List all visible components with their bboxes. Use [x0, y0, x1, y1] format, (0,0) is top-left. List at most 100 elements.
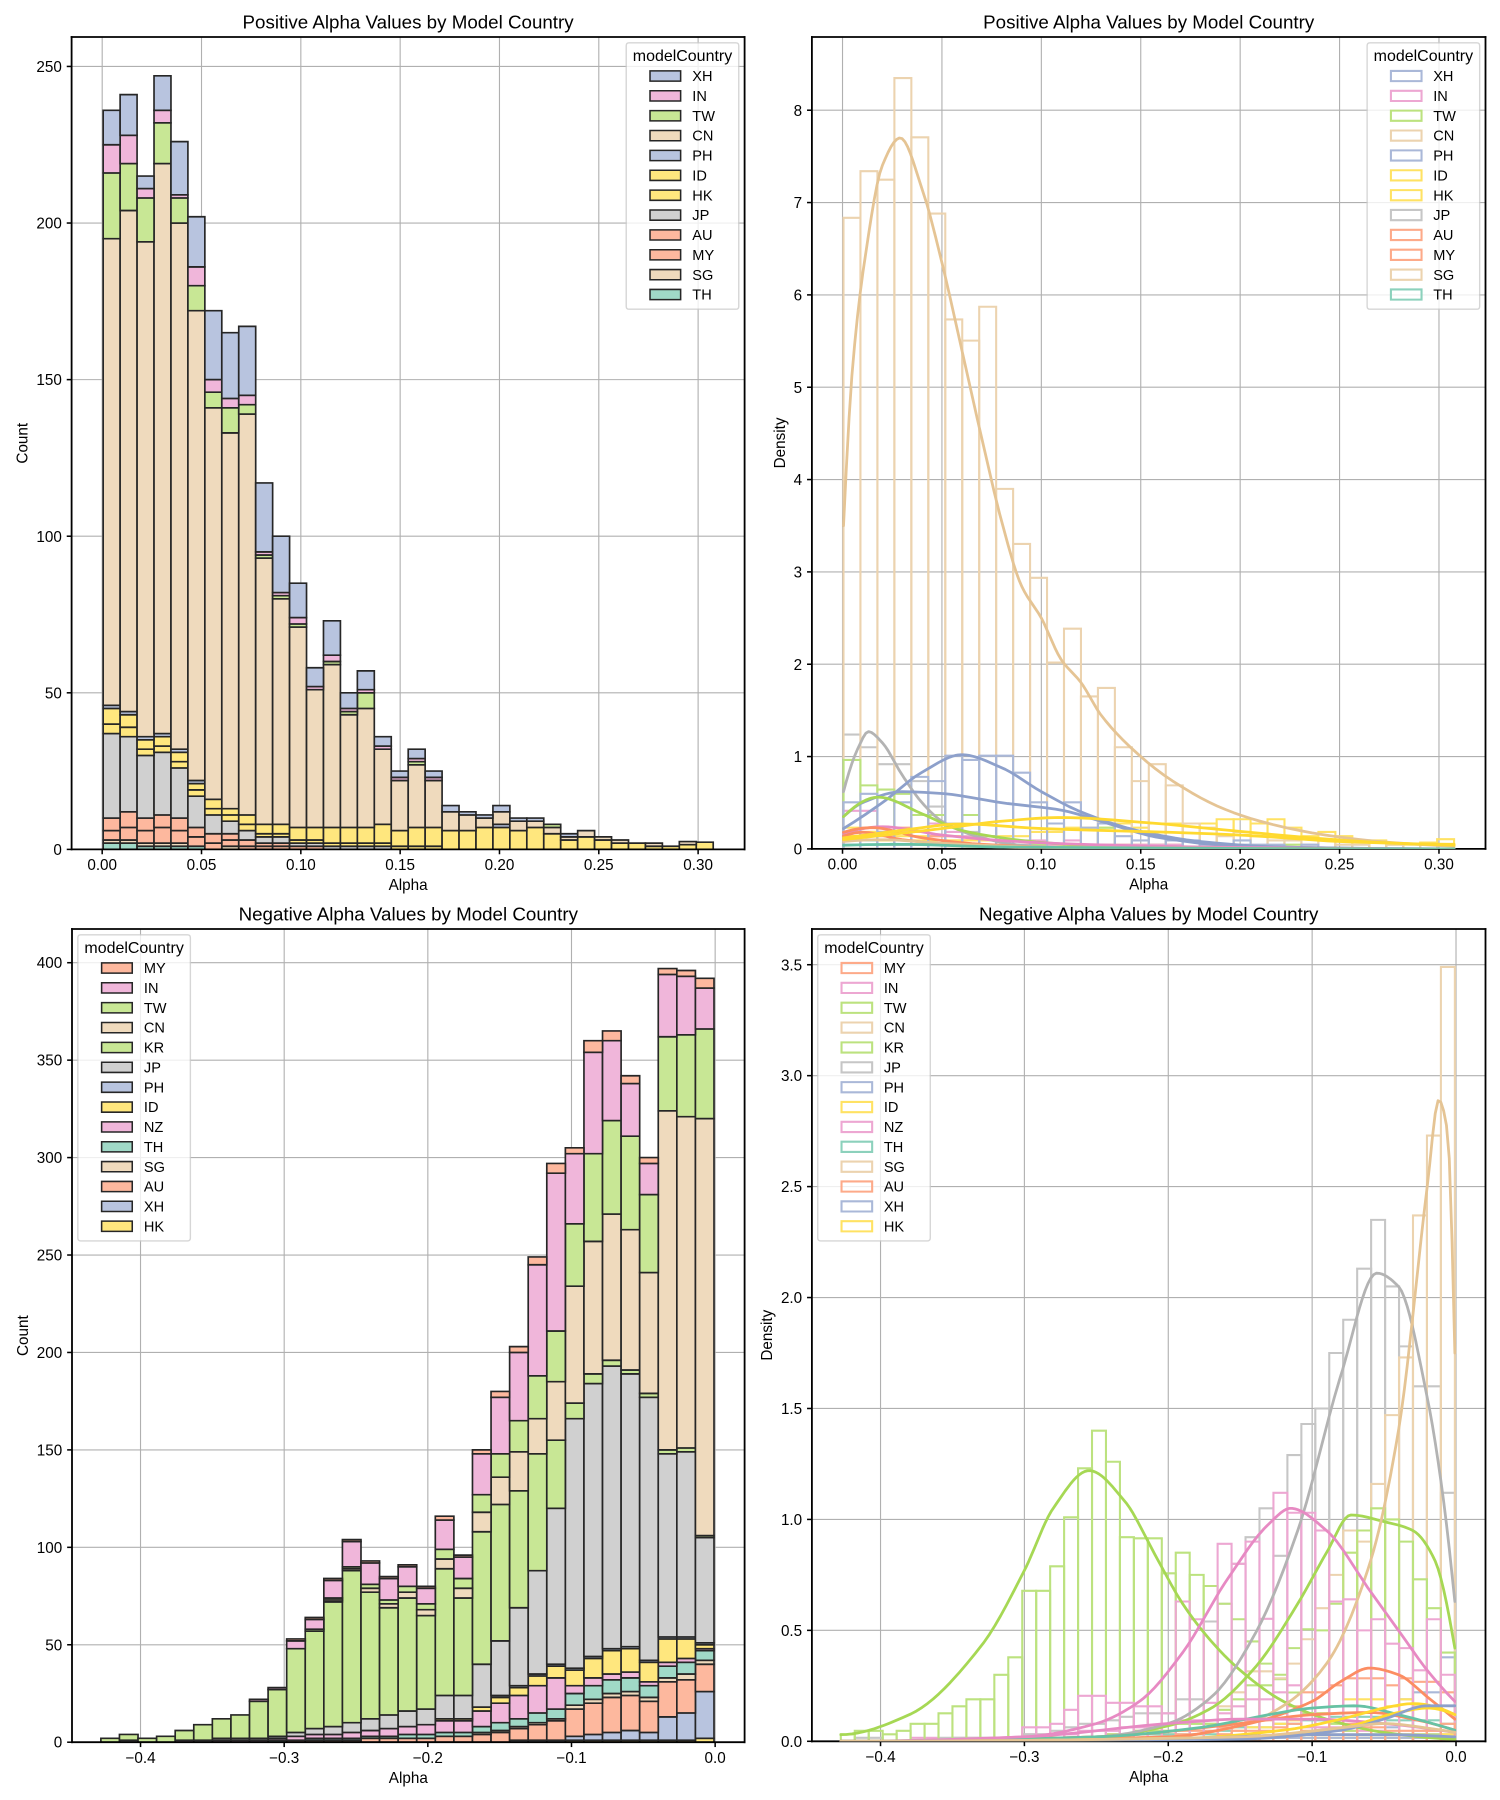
svg-text:TW: TW: [692, 109, 715, 125]
svg-text:−0.2: −0.2: [413, 1750, 443, 1767]
svg-text:modelCountry: modelCountry: [633, 48, 732, 65]
svg-text:1.5: 1.5: [781, 1401, 802, 1418]
svg-text:Density: Density: [759, 1309, 776, 1360]
svg-text:7: 7: [794, 195, 803, 212]
svg-text:modelCountry: modelCountry: [824, 940, 923, 957]
svg-text:0.00: 0.00: [828, 857, 858, 874]
svg-text:150: 150: [37, 1442, 62, 1459]
svg-text:50: 50: [45, 685, 62, 702]
svg-text:AU: AU: [884, 1180, 904, 1196]
svg-text:100: 100: [37, 1540, 62, 1557]
svg-text:MY: MY: [144, 961, 166, 977]
svg-text:ID: ID: [884, 1100, 899, 1116]
svg-text:50: 50: [45, 1637, 62, 1654]
svg-text:0.0: 0.0: [781, 1734, 802, 1751]
svg-text:Positive Alpha Values by Model: Positive Alpha Values by Model Country: [243, 12, 575, 33]
svg-text:0.5: 0.5: [781, 1623, 802, 1640]
svg-text:IN: IN: [1433, 89, 1448, 105]
svg-text:HK: HK: [1433, 188, 1454, 204]
svg-text:modelCountry: modelCountry: [84, 940, 183, 957]
svg-text:HK: HK: [884, 1219, 905, 1235]
svg-text:IN: IN: [884, 981, 899, 997]
svg-text:4: 4: [794, 472, 803, 489]
svg-text:150: 150: [36, 372, 61, 389]
svg-text:SG: SG: [884, 1160, 905, 1176]
svg-text:300: 300: [37, 1150, 62, 1167]
svg-text:0.05: 0.05: [187, 857, 217, 874]
svg-text:0.15: 0.15: [1126, 857, 1156, 874]
svg-text:350: 350: [37, 1053, 62, 1070]
svg-text:250: 250: [37, 1248, 62, 1265]
svg-text:−0.3: −0.3: [269, 1750, 299, 1767]
svg-text:0.25: 0.25: [584, 857, 614, 874]
svg-text:TW: TW: [884, 1001, 907, 1017]
svg-text:3.0: 3.0: [781, 1068, 802, 1085]
svg-text:0.10: 0.10: [1026, 857, 1056, 874]
svg-text:SG: SG: [144, 1160, 165, 1176]
svg-text:2.5: 2.5: [781, 1179, 802, 1196]
svg-text:1: 1: [794, 749, 803, 766]
svg-text:PH: PH: [144, 1080, 164, 1096]
svg-text:PH: PH: [692, 149, 712, 165]
svg-text:ID: ID: [1433, 168, 1448, 184]
svg-text:PH: PH: [1433, 149, 1453, 165]
svg-text:HK: HK: [144, 1219, 165, 1235]
svg-text:Alpha: Alpha: [1129, 876, 1169, 893]
svg-text:KR: KR: [884, 1041, 904, 1057]
svg-text:−0.3: −0.3: [1009, 1749, 1039, 1766]
svg-text:JP: JP: [1433, 208, 1450, 224]
svg-text:Negative Alpha Values by Model: Negative Alpha Values by Model Country: [239, 904, 579, 925]
svg-text:0.30: 0.30: [683, 857, 713, 874]
svg-text:−0.1: −0.1: [556, 1750, 586, 1767]
svg-text:NZ: NZ: [144, 1120, 164, 1136]
svg-text:MY: MY: [1433, 248, 1455, 264]
svg-text:0.25: 0.25: [1325, 857, 1355, 874]
svg-text:XH: XH: [1433, 69, 1453, 85]
svg-text:TH: TH: [692, 288, 711, 304]
svg-text:400: 400: [37, 955, 62, 972]
svg-text:0.05: 0.05: [927, 857, 957, 874]
svg-text:0.20: 0.20: [1225, 857, 1255, 874]
svg-text:1.0: 1.0: [781, 1512, 802, 1529]
svg-text:−0.2: −0.2: [1153, 1749, 1183, 1766]
svg-text:XH: XH: [884, 1200, 904, 1216]
svg-text:200: 200: [36, 216, 61, 233]
svg-text:0.10: 0.10: [286, 857, 316, 874]
svg-text:modelCountry: modelCountry: [1374, 48, 1473, 65]
svg-text:NZ: NZ: [884, 1120, 904, 1136]
svg-text:Density: Density: [772, 417, 789, 468]
svg-text:0.0: 0.0: [1445, 1749, 1466, 1766]
svg-text:0.15: 0.15: [385, 857, 415, 874]
svg-text:XH: XH: [144, 1200, 164, 1216]
svg-text:0.0: 0.0: [705, 1750, 726, 1767]
svg-text:PH: PH: [884, 1080, 904, 1096]
svg-text:MY: MY: [884, 961, 906, 977]
svg-text:0.00: 0.00: [87, 857, 117, 874]
svg-text:Alpha: Alpha: [389, 877, 429, 894]
svg-text:0: 0: [794, 841, 803, 858]
svg-text:250: 250: [36, 59, 61, 76]
svg-text:Count: Count: [15, 422, 32, 463]
svg-text:CN: CN: [692, 129, 713, 145]
svg-text:6: 6: [794, 287, 803, 304]
svg-text:AU: AU: [692, 228, 712, 244]
svg-text:100: 100: [36, 529, 61, 546]
svg-text:3: 3: [794, 564, 803, 581]
svg-text:Count: Count: [15, 1314, 32, 1355]
svg-text:0: 0: [53, 842, 62, 859]
svg-text:Alpha: Alpha: [1129, 1769, 1169, 1786]
svg-text:CN: CN: [884, 1021, 905, 1037]
svg-text:2: 2: [794, 657, 803, 674]
svg-text:KR: KR: [144, 1041, 164, 1057]
svg-text:Alpha: Alpha: [389, 1770, 429, 1787]
svg-text:TH: TH: [884, 1140, 903, 1156]
svg-text:AU: AU: [1433, 228, 1453, 244]
svg-text:Positive Alpha Values by Model: Positive Alpha Values by Model Country: [983, 12, 1315, 33]
svg-text:AU: AU: [144, 1180, 164, 1196]
svg-text:0.20: 0.20: [485, 857, 515, 874]
svg-text:0.30: 0.30: [1424, 857, 1454, 874]
svg-text:TW: TW: [144, 1001, 167, 1017]
svg-text:XH: XH: [692, 69, 712, 85]
svg-text:TW: TW: [1433, 109, 1456, 125]
svg-text:IN: IN: [692, 89, 707, 105]
